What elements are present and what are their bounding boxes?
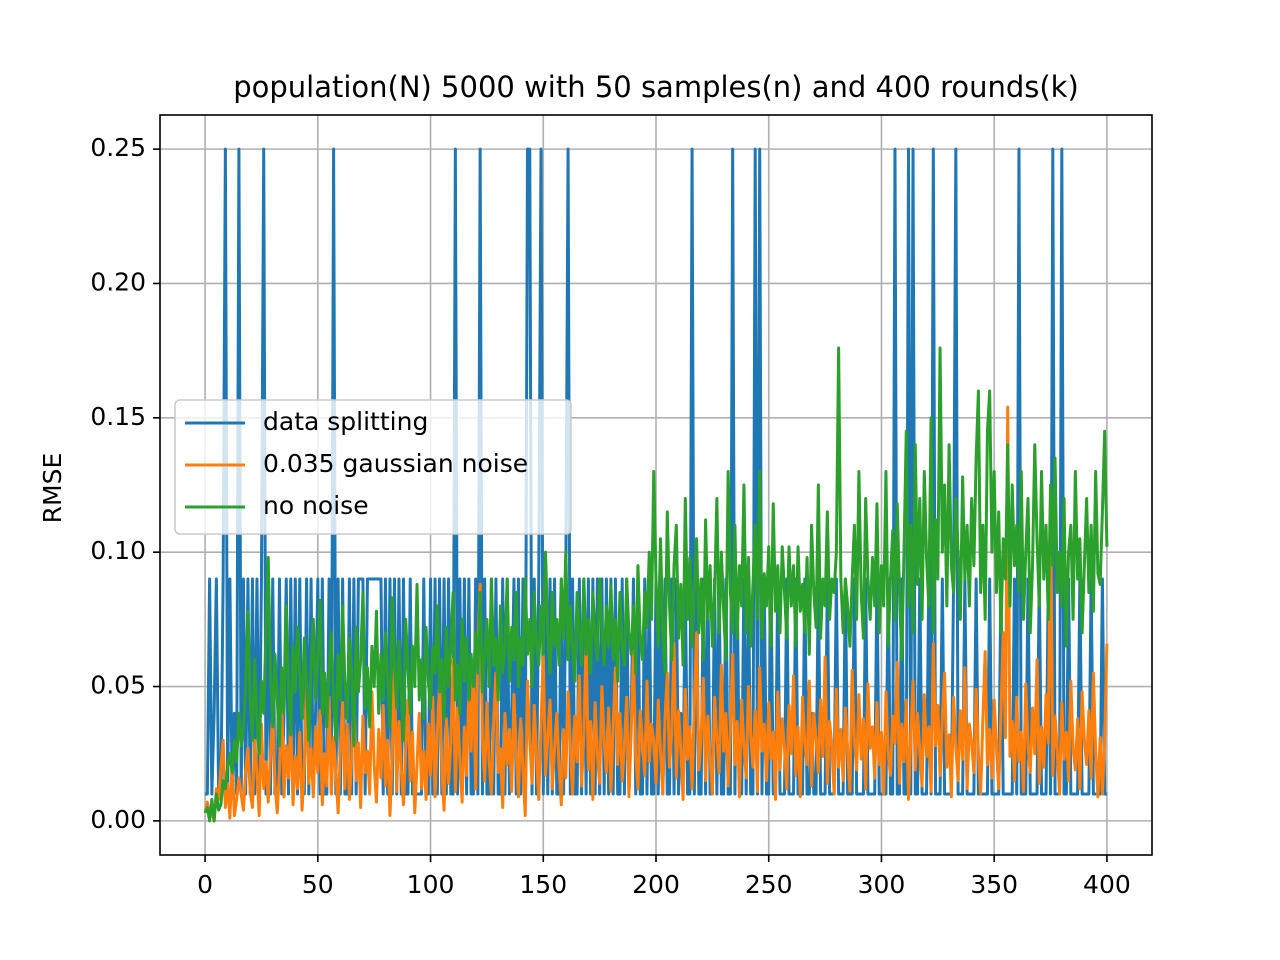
y-tick-label: 0.00 [90,805,146,834]
x-tick-label: 200 [632,870,680,899]
legend: data splitting 0.035 gaussian noise no noi… [174,399,572,535]
y-tick-label: 0.05 [90,671,146,700]
x-tick-label: 150 [519,870,567,899]
legend-label: 0.035 gaussian noise [263,449,528,478]
legend-box [174,399,572,535]
y-tick-label: 0.15 [90,402,146,431]
data-line [203,346,1109,823]
plot-frame [159,114,1153,856]
x-tick-label: 400 [1083,870,1131,899]
x-tick-label: 100 [407,870,455,899]
x-tick-label: 300 [858,870,906,899]
y-axis-label: RMSE [38,453,67,524]
x-tick-label: 50 [302,870,334,899]
legend-label: no noise [263,491,369,520]
y-tick-label: 0.25 [90,133,146,162]
y-tick-label: 0.20 [90,267,146,296]
x-tick-label: 0 [197,870,213,899]
data-line [203,405,1109,823]
y-tick-label: 0.10 [90,536,146,565]
x-tick-label: 350 [970,870,1018,899]
legend-label: data splitting [263,407,428,436]
x-tick-label: 250 [745,870,793,899]
chart-title: population(N) 5000 with 50 samples(n) an… [233,70,1079,104]
